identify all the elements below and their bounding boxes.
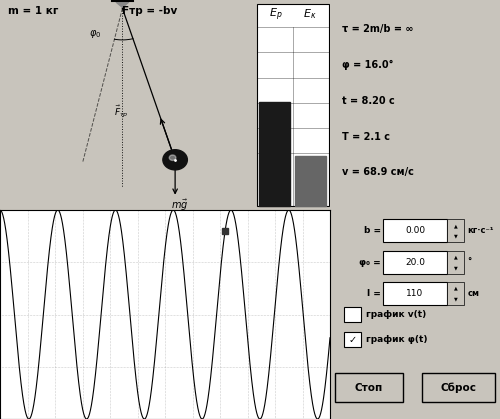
Text: 110: 110 (406, 289, 424, 298)
Text: $\varphi_0$: $\varphi_0$ (89, 28, 102, 40)
Text: $E_p$: $E_p$ (269, 6, 283, 23)
Circle shape (163, 150, 188, 170)
Bar (422, 373, 495, 402)
Text: ▲: ▲ (454, 286, 458, 291)
Text: t = 8.20 с: t = 8.20 с (342, 96, 394, 106)
Text: ▲: ▲ (454, 254, 458, 259)
Text: кг·с⁻¹: кг·с⁻¹ (468, 226, 494, 235)
Text: график φ(t): график φ(t) (366, 335, 427, 344)
Text: ▼: ▼ (454, 296, 458, 301)
Bar (448, 220, 464, 243)
Text: φ₀ =: φ₀ = (359, 258, 381, 267)
Bar (335, 373, 403, 402)
Text: 20.0: 20.0 (405, 258, 425, 267)
Bar (382, 282, 448, 305)
Polygon shape (116, 2, 129, 8)
Bar (295, 156, 326, 206)
Text: ▼: ▼ (454, 265, 458, 270)
Bar (344, 307, 360, 322)
Text: m = 1 кг: m = 1 кг (8, 5, 58, 16)
Text: l =: l = (367, 289, 381, 298)
Text: v = 68.9 см/с: v = 68.9 см/с (342, 167, 414, 177)
Text: ▼: ▼ (454, 234, 458, 239)
Text: $E_\kappa$: $E_\kappa$ (303, 7, 316, 21)
Text: °: ° (468, 258, 472, 267)
Text: $\vec{F}_{тр}$: $\vec{F}_{тр}$ (114, 103, 128, 120)
Text: ✓: ✓ (348, 335, 356, 344)
Text: b =: b = (364, 226, 381, 235)
Text: $m\vec{g}$: $m\vec{g}$ (172, 198, 188, 213)
Text: Fтр = -bv: Fтр = -bv (122, 5, 178, 16)
Text: см: см (468, 289, 479, 298)
Text: ▲: ▲ (454, 223, 458, 228)
Circle shape (170, 155, 176, 160)
Text: Сброс: Сброс (440, 383, 476, 393)
Text: график v(t): график v(t) (366, 310, 426, 319)
Bar (344, 332, 360, 347)
Bar (259, 102, 290, 206)
Text: Стоп: Стоп (355, 383, 383, 393)
Bar (448, 251, 464, 274)
Bar (448, 282, 464, 305)
Text: φ = 16.0°: φ = 16.0° (342, 60, 394, 70)
Bar (382, 220, 448, 243)
Text: T = 2.1 с: T = 2.1 с (342, 132, 390, 142)
Bar (382, 251, 448, 274)
Text: 0.00: 0.00 (405, 226, 425, 235)
Text: τ = 2m/b = ∞: τ = 2m/b = ∞ (342, 24, 413, 34)
